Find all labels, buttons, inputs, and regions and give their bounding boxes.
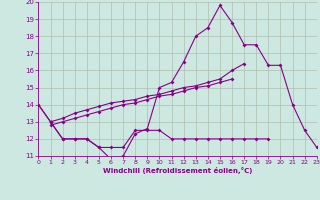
X-axis label: Windchill (Refroidissement éolien,°C): Windchill (Refroidissement éolien,°C) <box>103 167 252 174</box>
